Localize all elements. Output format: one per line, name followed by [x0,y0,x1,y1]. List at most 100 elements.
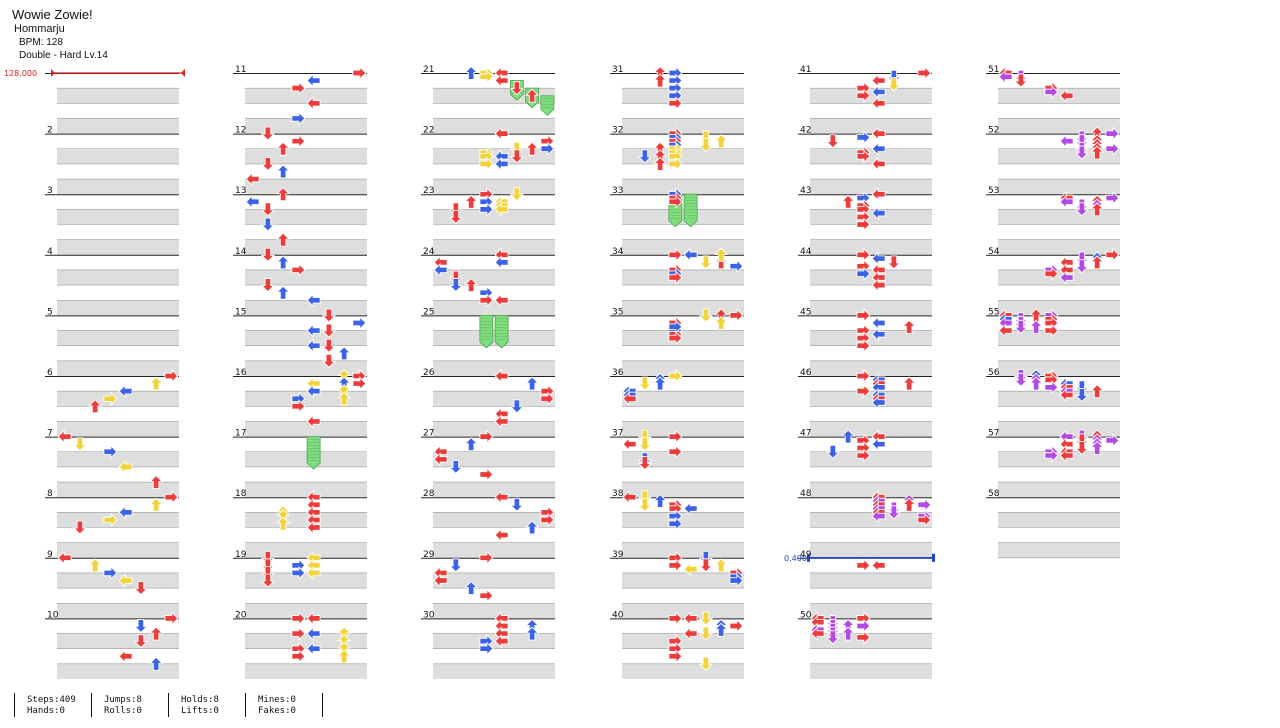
arrow-shape [337,391,352,406]
step-arrow-icon [1013,372,1028,387]
step-arrow-icon [1105,190,1120,206]
difficulty-label: Double - Hard Lv.14 [19,50,108,61]
step-arrow-icon [668,73,683,88]
step-arrow-icon [1029,319,1044,334]
arrow-shape [494,406,509,421]
step-arrow-icon [260,202,275,217]
arrow-shape [72,520,87,535]
arrow-shape [683,626,698,641]
arrow-shape [291,111,306,126]
step-arrow-icon [433,452,448,467]
step-arrow-icon [856,368,871,384]
arrow-shape [133,634,148,649]
step-arrow-icon [668,516,683,531]
step-arrow-icon [1105,141,1120,156]
measure-band [57,633,179,649]
step-arrow-icon [668,444,683,459]
measure-band [433,512,555,528]
step-arrow-icon [337,391,352,406]
arrow-shape [479,285,494,300]
arrow-shape [494,414,509,429]
step-arrow-icon [871,126,886,141]
measure-band [810,148,932,164]
measure-band [57,421,179,437]
arrow-shape [668,73,683,88]
arrow-shape [260,278,275,293]
arrow-shape [871,327,886,342]
measure-band [810,360,932,376]
arrow-shape [871,558,886,573]
measure-band [245,88,367,104]
arrow-shape [698,308,713,323]
step-arrow-icon [479,429,494,444]
step-arrow-icon [902,319,917,334]
measure-number: 9 [47,550,53,560]
measure-band [622,663,744,679]
measure-band [810,391,932,407]
measure-band [433,603,555,619]
step-arrow-icon [856,149,871,164]
step-arrow-icon [291,81,306,96]
measure-band [810,88,932,104]
arrow-shape [1029,319,1044,334]
step-arrow-icon [352,376,367,391]
step-arrow-icon [133,634,148,649]
arrow-shape [149,626,164,641]
arrow-shape [88,558,103,573]
measure-band [57,118,179,134]
step-arrow-icon [306,96,321,111]
arrow-shape [306,520,321,535]
measure-number: 6 [47,368,53,378]
step-arrow-icon [525,626,540,641]
hold-body [683,193,698,228]
measure-number: 23 [423,186,434,196]
arrow-shape [1013,73,1028,88]
arrow-shape [729,618,744,634]
step-arrow-icon [525,141,540,156]
measure-number: 34 [612,247,624,257]
measure-number: 29 [423,550,435,560]
step-arrow-icon [540,391,555,406]
step-arrow-icon [149,376,164,391]
arrow-shape [118,505,133,520]
arrow-shape [1029,376,1044,391]
step-arrow-icon [668,319,683,334]
arrow-shape [871,126,886,141]
step-arrow-icon [1105,247,1120,262]
measure-band [622,148,744,164]
measure-band [57,179,179,195]
step-arrow-icon [668,156,683,171]
step-arrow-icon [1074,441,1089,456]
arrow-shape [276,164,291,179]
step-arrow-icon [118,505,133,520]
arrow-shape [856,308,871,323]
arrow-shape [1044,448,1059,463]
arrow-shape [291,558,306,573]
measure-band [433,451,555,467]
arrow-shape [668,444,683,459]
arrow-shape [509,497,524,512]
lifts-count: Lifts:0 [181,706,219,716]
stat-column: Holds:8 Lifts:0 [169,693,246,717]
step-arrow-icon [714,315,729,330]
arrow-shape [871,278,886,293]
step-arrow-icon [825,134,840,149]
measure-number: 12 [235,126,246,136]
measure-band [433,360,555,376]
arrow-shape [306,558,321,573]
measure-number: 57 [988,429,999,439]
arrow-shape [260,217,275,232]
arrow-shape [494,618,509,634]
step-arrow-icon [683,562,698,577]
mines-count: Mines:0 [258,695,296,705]
arrow-shape [886,255,901,270]
arrow-shape [433,452,448,467]
arrow-shape [668,649,683,664]
step-arrow-icon [352,65,367,81]
arrow-shape [637,149,652,164]
step-arrow-icon [698,611,713,626]
step-arrow-icon [917,512,932,528]
step-arrow-icon [260,217,275,232]
stat-column: Jumps:8 Rolls:0 [92,693,169,717]
step-arrow-icon [698,626,713,641]
